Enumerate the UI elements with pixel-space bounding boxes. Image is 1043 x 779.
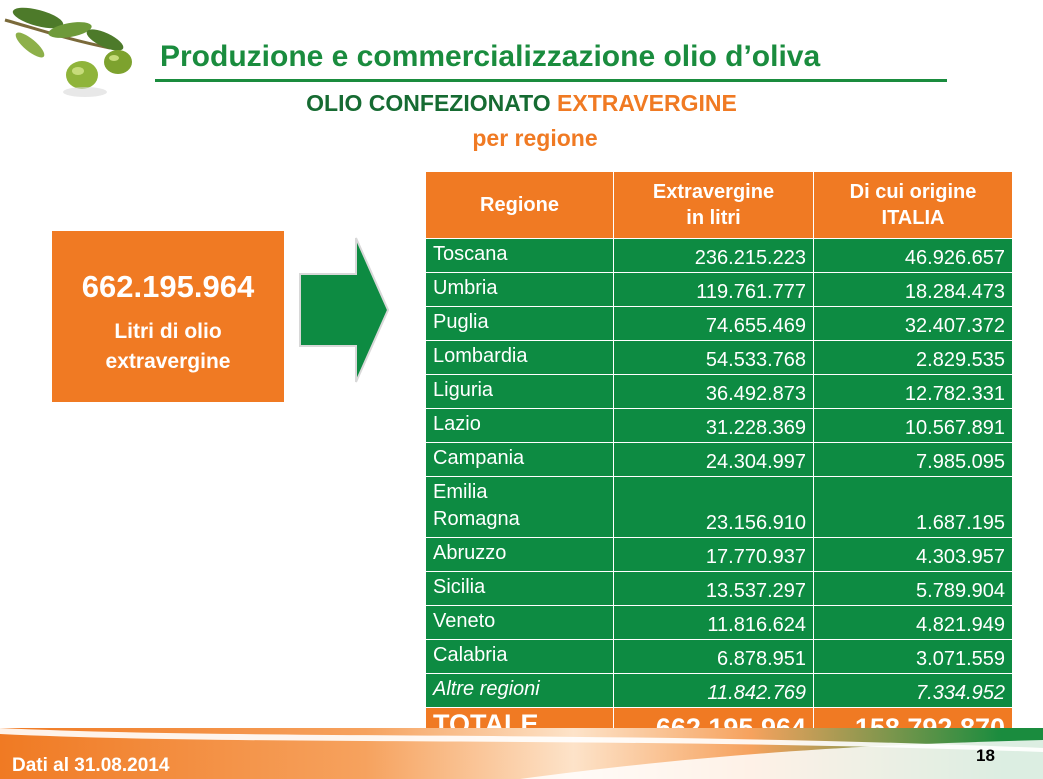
page-title: Produzione e commercializzazione olio d’… bbox=[160, 40, 821, 73]
table-row: Lombardia 54.533.768 2.829.535 bbox=[425, 340, 1013, 375]
table-row: Abruzzo 17.770.937 4.303.957 bbox=[425, 537, 1013, 572]
summary-label: Litri di olio extravergine bbox=[52, 317, 284, 377]
extravergine-value: 36.492.873 bbox=[613, 374, 814, 409]
region-name: Lombardia bbox=[425, 340, 614, 375]
table-row: Calabria 6.878.951 3.071.559 bbox=[425, 639, 1013, 674]
italia-value: 46.926.657 bbox=[813, 238, 1013, 273]
table-row: Lazio 31.228.369 10.567.891 bbox=[425, 408, 1013, 443]
extravergine-value: 17.770.937 bbox=[613, 537, 814, 572]
extravergine-value: 54.533.768 bbox=[613, 340, 814, 375]
extravergine-value: 11.842.769 bbox=[613, 673, 814, 708]
region-name: Sicilia bbox=[425, 571, 614, 606]
region-name: Umbria bbox=[425, 272, 614, 307]
region-name: Emilia Romagna bbox=[425, 476, 614, 538]
region-name: Altre regioni bbox=[425, 673, 614, 708]
region-name: Veneto bbox=[425, 605, 614, 640]
italia-value: 7.334.952 bbox=[813, 673, 1013, 708]
table-row: Umbria 119.761.777 18.284.473 bbox=[425, 272, 1013, 307]
subtitle-line2: per regione bbox=[472, 125, 598, 151]
table-row: Campania 24.304.997 7.985.095 bbox=[425, 442, 1013, 477]
region-name-line1: Emilia bbox=[433, 481, 488, 503]
italia-value: 5.789.904 bbox=[813, 571, 1013, 606]
table-row: Liguria 36.492.873 12.782.331 bbox=[425, 374, 1013, 409]
title-underline bbox=[155, 79, 947, 82]
page-number: 18 bbox=[976, 746, 995, 765]
arrow-right-icon bbox=[299, 237, 390, 383]
region-name: Campania bbox=[425, 442, 614, 477]
header-region: Regione bbox=[425, 171, 614, 239]
extravergine-value: 11.816.624 bbox=[613, 605, 814, 640]
extravergine-value: 23.156.910 bbox=[613, 476, 814, 538]
subtitle: OLIO CONFEZIONATO EXTRAVERGINE bbox=[0, 90, 1043, 117]
table-row: Sicilia 13.537.297 5.789.904 bbox=[425, 571, 1013, 606]
italia-value: 7.985.095 bbox=[813, 442, 1013, 477]
subtitle-part1: OLIO CONFEZIONATO bbox=[306, 90, 558, 116]
summary-label-line2: extravergine bbox=[105, 350, 231, 373]
header-italia-line2: ITALIA bbox=[881, 207, 945, 229]
italia-value: 2.829.535 bbox=[813, 340, 1013, 375]
header-extravergine-line1: Extravergine bbox=[652, 181, 775, 203]
summary-total: 662.195.964 bbox=[81, 269, 255, 304]
summary-box: 662.195.964 Litri di olio extravergine bbox=[52, 231, 284, 402]
extravergine-value: 13.537.297 bbox=[613, 571, 814, 606]
table-row: Altre regioni 11.842.769 7.334.952 bbox=[425, 673, 1013, 708]
olive-branch-icon bbox=[4, 7, 132, 97]
italia-value: 10.567.891 bbox=[813, 408, 1013, 443]
subtitle-accent: EXTRAVERGINE bbox=[557, 90, 737, 116]
extravergine-value: 31.228.369 bbox=[613, 408, 814, 443]
italia-value: 4.821.949 bbox=[813, 605, 1013, 640]
italia-value: 1.687.195 bbox=[813, 476, 1013, 538]
extravergine-value: 6.878.951 bbox=[613, 639, 814, 674]
region-table: Regione Extravergine in litri Di cui ori… bbox=[425, 171, 1013, 747]
header-extravergine: Extravergine in litri bbox=[613, 171, 814, 239]
table-row: Emilia Romagna 23.156.910 1.687.195 bbox=[425, 476, 1013, 538]
region-name: Lazio bbox=[425, 408, 614, 443]
header-italia-line1: Di cui origine bbox=[849, 181, 977, 203]
table-row: Veneto 11.816.624 4.821.949 bbox=[425, 605, 1013, 640]
table-row: Toscana 236.215.223 46.926.657 bbox=[425, 238, 1013, 273]
extravergine-value: 24.304.997 bbox=[613, 442, 814, 477]
italia-value: 32.407.372 bbox=[813, 306, 1013, 341]
header-italia: Di cui origine ITALIA bbox=[813, 171, 1013, 239]
region-name: Liguria bbox=[425, 374, 614, 409]
region-name: Toscana bbox=[425, 238, 614, 273]
region-name-line2: Romagna bbox=[433, 508, 520, 530]
italia-value: 4.303.957 bbox=[813, 537, 1013, 572]
table-header-row: Regione Extravergine in litri Di cui ori… bbox=[425, 171, 1013, 239]
summary-label-line1: Litri di olio bbox=[114, 320, 222, 343]
extravergine-value: 74.655.469 bbox=[613, 306, 814, 341]
footer-date: Dati al 31.08.2014 bbox=[12, 755, 170, 776]
region-name: Puglia bbox=[425, 306, 614, 341]
extravergine-value: 119.761.777 bbox=[613, 272, 814, 307]
italia-value: 18.284.473 bbox=[813, 272, 1013, 307]
table-row: Puglia 74.655.469 32.407.372 bbox=[425, 306, 1013, 341]
header-extravergine-line2: in litri bbox=[686, 207, 741, 229]
footer-swoosh bbox=[0, 728, 1043, 779]
region-name: Abruzzo bbox=[425, 537, 614, 572]
region-name: Calabria bbox=[425, 639, 614, 674]
extravergine-value: 236.215.223 bbox=[613, 238, 814, 273]
italia-value: 12.782.331 bbox=[813, 374, 1013, 409]
italia-value: 3.071.559 bbox=[813, 639, 1013, 674]
